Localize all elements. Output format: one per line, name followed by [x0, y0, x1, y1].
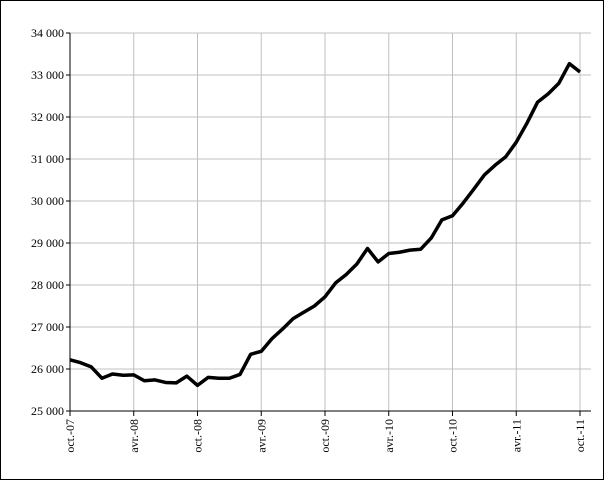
x-tick-label: oct.-10 — [446, 419, 460, 453]
y-tick-label: 28 000 — [31, 278, 64, 292]
y-tick-label: 29 000 — [31, 236, 64, 250]
x-tick-label: oct.-09 — [318, 419, 332, 453]
y-tick-label: 34 000 — [31, 26, 64, 40]
y-tick-label: 33 000 — [31, 68, 64, 82]
x-tick-label: oct.-07 — [63, 419, 77, 453]
x-tick-label: avr.-09 — [254, 419, 268, 453]
data-line — [69, 61, 582, 388]
y-tick-label: 26 000 — [31, 362, 64, 376]
x-tick-label: oct.-08 — [191, 419, 205, 453]
y-tick-label: 25 000 — [31, 404, 64, 418]
y-tick-label: 27 000 — [31, 320, 64, 334]
x-tick-label: oct.-11 — [573, 419, 587, 452]
y-tick-label: 30 000 — [31, 194, 64, 208]
x-tick-label: avr.-10 — [382, 419, 396, 453]
x-tick-label: avr.-08 — [127, 419, 141, 453]
y-tick-label: 32 000 — [31, 110, 64, 124]
y-tick-label: 31 000 — [31, 152, 64, 166]
x-tick-label: avr.-11 — [509, 419, 523, 452]
